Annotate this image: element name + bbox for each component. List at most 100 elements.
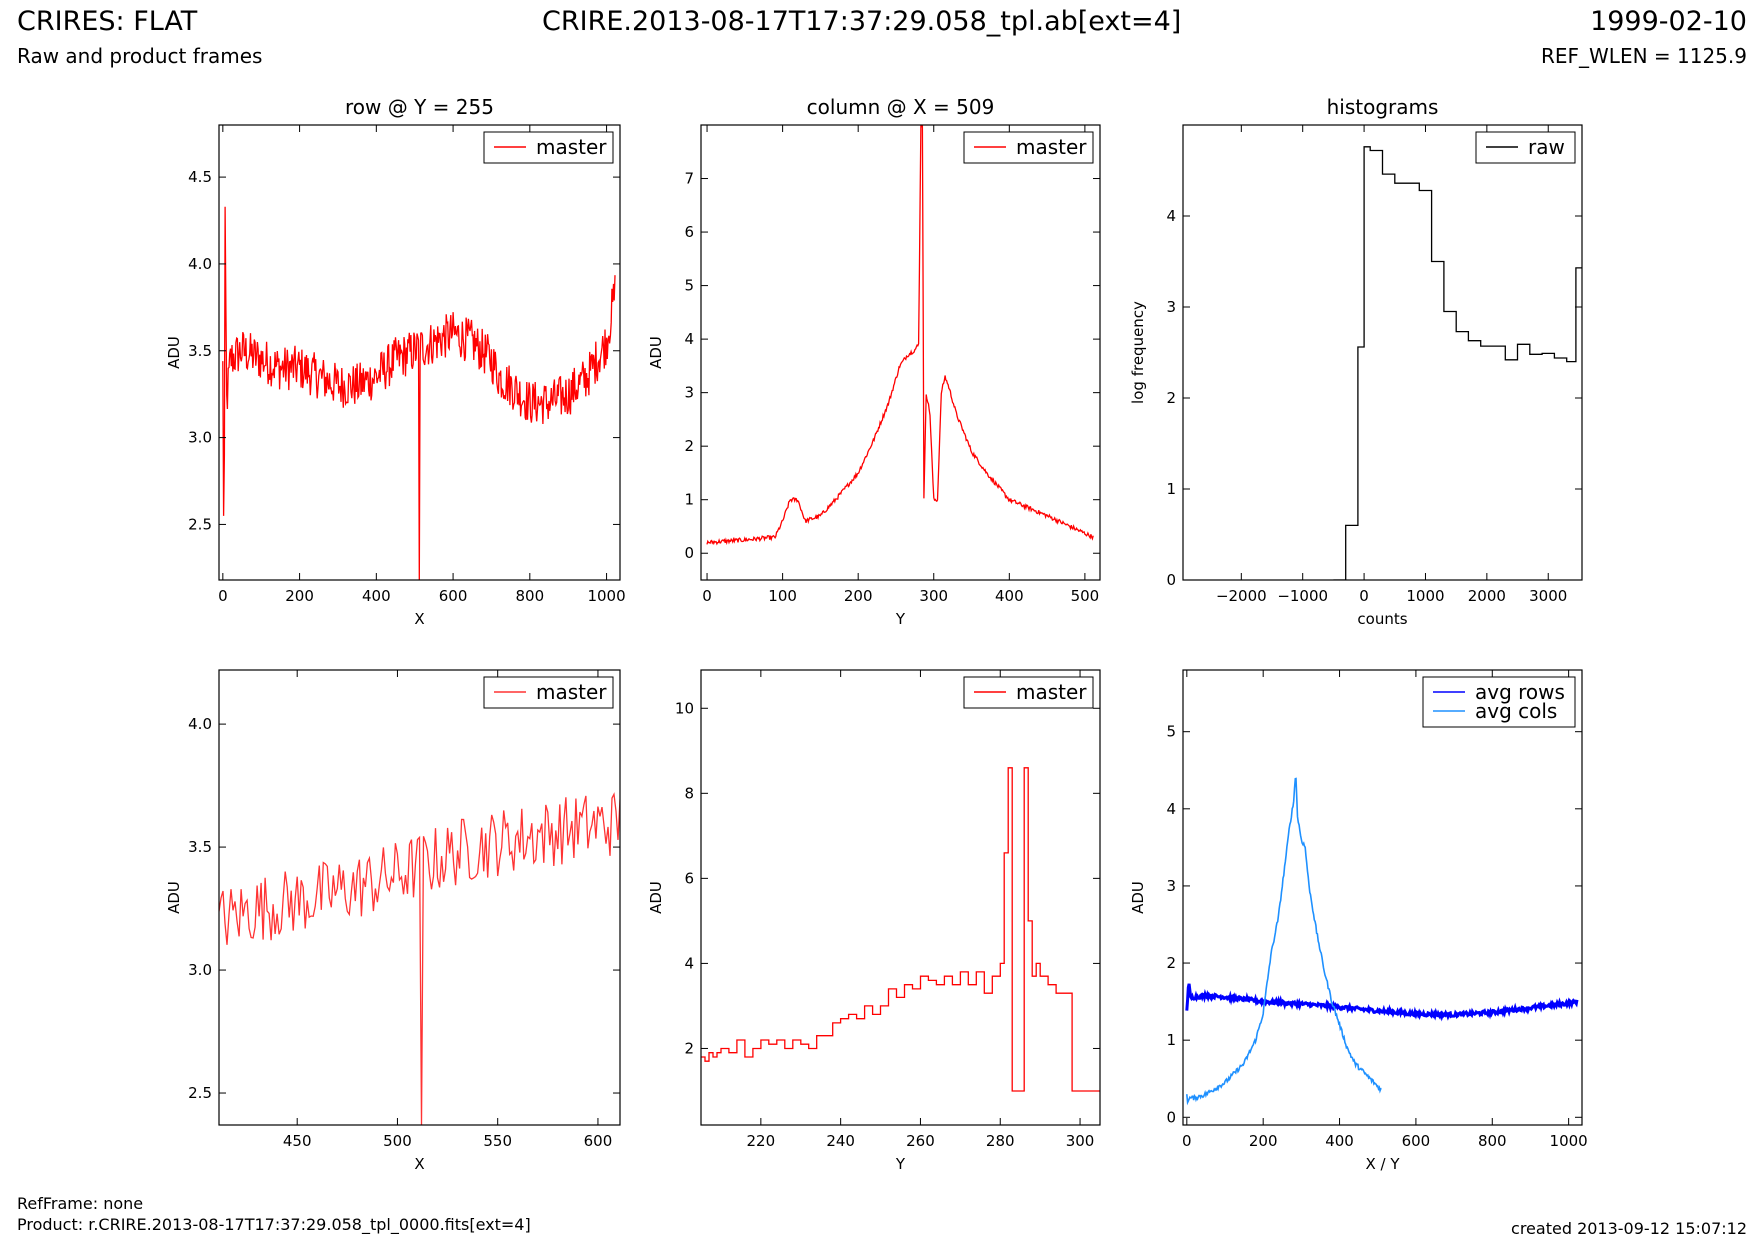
plot-frame [1182,669,1583,1126]
series-line-master [706,125,1094,546]
y-axis-label: ADU [165,336,183,369]
x-tick-label: 0 [1359,587,1369,605]
x-tick-label: 280 [986,1132,1015,1150]
y-tick-label: 6 [684,869,694,887]
x-tick-label: 450 [283,1132,312,1150]
legend-label: avg rows [1475,680,1565,704]
legend: raw [1475,131,1576,164]
file-title: CRIRE.2013-08-17T17:37:29.058_tpl.ab[ext… [542,6,1182,37]
x-tick-label: 200 [285,587,314,605]
x-tick-label: 500 [383,1132,412,1150]
legend-label: raw [1528,135,1565,159]
chart-title: column @ X = 509 [807,95,995,119]
legend: master [483,676,614,709]
x-tick-label: 400 [362,587,391,605]
chart-averages: 0 200 400 600 800 1000 0 1 2 3 4 5 X / Y ADU avg rowsa… [1129,669,1588,1173]
y-tick-label: 10 [675,699,694,717]
legend: master [963,131,1094,164]
x-tick-label: 600 [1402,1132,1431,1150]
x-axis-label: counts [1357,610,1407,628]
y-tick-label: 3.5 [188,838,212,856]
x-tick-label: 300 [1066,1132,1095,1150]
y-tick-label: 2 [1166,389,1176,407]
x-axis-label: X [414,1155,424,1173]
x-tick-label: 0 [218,587,228,605]
page-title: CRIRES: FLAT [17,6,198,37]
x-tick-label: 400 [1325,1132,1354,1150]
x-tick-label: 1000 [587,587,625,605]
plot-frame [700,124,1101,581]
y-tick-label: 7 [684,170,694,188]
y-tick-label: 5 [684,277,694,295]
plot-frame [218,669,621,1126]
date-label: 1999-02-10 [1590,6,1747,37]
y-tick-label: 4.0 [188,715,212,733]
created-label: created 2013-09-12 15:07:12 [1511,1219,1747,1238]
product-label: Product: r.CRIRE.2013-08-17T17:37:29.058… [17,1215,531,1234]
y-tick-label: 4.5 [188,168,212,186]
x-tick-label: 1000 [1550,1132,1588,1150]
x-tick-label: 3000 [1529,587,1567,605]
x-tick-label: 200 [1249,1132,1278,1150]
y-tick-label: 2 [684,437,694,455]
legend-label: master [536,135,607,159]
y-tick-label: 4 [1166,800,1176,818]
y-tick-label: 3.0 [188,429,212,447]
plot-frame [218,124,621,581]
chart-row-zoom: 450 500 550 600 2.5 3.0 3.5 4.0 X ADU master [165,669,621,1173]
x-tick-label: 300 [919,587,948,605]
series-line-master [222,206,616,580]
chart-histograms: −2000 −1000 0 1000 2000 3000 0 1 2 3 4 histograms co… [1129,95,1583,628]
y-tick-label: 8 [684,784,694,802]
x-tick-label: 550 [483,1132,512,1150]
y-tick-label: 4.0 [188,255,212,273]
y-axis-label: ADU [647,336,665,369]
y-tick-label: 3.5 [188,342,212,360]
y-axis-label: log frequency [1129,301,1147,404]
y-tick-label: 2 [1166,954,1176,972]
y-tick-label: 1 [1166,480,1176,498]
x-tick-label: 220 [747,1132,776,1150]
x-tick-label: 240 [826,1132,855,1150]
legend-label: master [536,680,607,704]
refframe-label: RefFrame: none [17,1194,144,1213]
x-tick-label: 1000 [1406,587,1444,605]
series-line-master [701,767,1100,1092]
y-tick-label: 0 [1166,571,1176,589]
x-tick-label: 400 [995,587,1024,605]
x-tick-label: 0 [702,587,712,605]
chart-column-zoom: 220 240 260 280 300 2 4 6 8 10 Y ADU master [647,669,1101,1173]
x-axis-label: X / Y [1365,1155,1400,1173]
x-tick-label: 260 [906,1132,935,1150]
y-tick-label: 4 [1166,207,1176,225]
y-tick-label: 3 [1166,877,1176,895]
x-tick-label: 800 [516,587,545,605]
plot-frame [700,669,1101,1126]
y-tick-label: 3 [1166,298,1176,316]
series-line-avg-cols [1186,777,1382,1106]
x-axis-label: X [414,610,424,628]
y-tick-label: 1 [684,491,694,509]
x-axis-label: Y [895,1155,906,1173]
x-tick-label: 600 [584,1132,613,1150]
chart-column: 0 100 200 300 400 500 0 1 2 3 4 5 6 7 column @ X = 509… [647,95,1101,628]
y-tick-label: 5 [1166,723,1176,741]
series-line-raw [1333,146,1582,580]
plot-frame [1182,124,1583,581]
legend: master [483,131,614,164]
y-axis-label: ADU [1129,881,1147,914]
series-line-avg-rows [1185,983,1579,1022]
ref-wlen-label: REF_WLEN = 1125.9 [1540,44,1747,68]
x-tick-label: 500 [1071,587,1100,605]
chart-row: 0 200 400 600 800 1000 2.5 3.0 3.5 4.0 4.5 row @ Y … [165,95,626,628]
y-axis-label: ADU [165,881,183,914]
x-tick-label: 2000 [1468,587,1506,605]
legend-label: master [1016,680,1087,704]
x-tick-label: −2000 [1216,587,1267,605]
x-tick-label: 600 [439,587,468,605]
legend-label: avg cols [1475,699,1557,723]
chart-title: histograms [1327,95,1439,119]
y-tick-label: 1 [1166,1031,1176,1049]
